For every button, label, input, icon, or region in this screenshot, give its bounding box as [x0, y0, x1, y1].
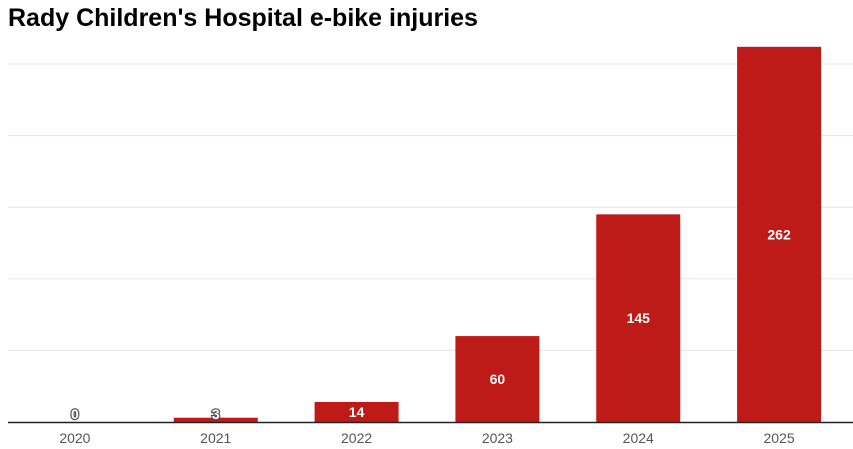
bar-2024	[596, 214, 681, 422]
value-label-2021: 3	[212, 406, 220, 422]
bars	[173, 46, 822, 422]
chart-title: Rady Children's Hospital e-bike injuries	[8, 4, 478, 32]
value-labels: 0 3 14 60 145 262	[70, 226, 791, 423]
x-tick-label-2025: 2025	[764, 430, 795, 446]
value-label-2023: 60	[490, 371, 506, 387]
x-tick-label-2021: 2021	[200, 430, 231, 446]
value-label-2024: 145	[627, 310, 651, 326]
x-tick-label-2023: 2023	[482, 430, 513, 446]
bar-2023	[455, 336, 540, 422]
x-tick-label-2022: 2022	[341, 430, 372, 446]
value-label-2020: 0	[71, 406, 79, 422]
bar-2022	[314, 401, 399, 422]
x-tick-label-2024: 2024	[623, 430, 654, 446]
bar-2025	[737, 46, 822, 422]
x-tick-label-2020: 2020	[59, 430, 90, 446]
value-label-2025: 262	[767, 226, 791, 242]
gridlines	[8, 63, 853, 351]
x-axis-ticks: 2020 2021 2022 2023 2024 2025	[59, 430, 795, 446]
value-label-2022: 14	[349, 404, 365, 420]
bar-2021	[173, 417, 258, 422]
